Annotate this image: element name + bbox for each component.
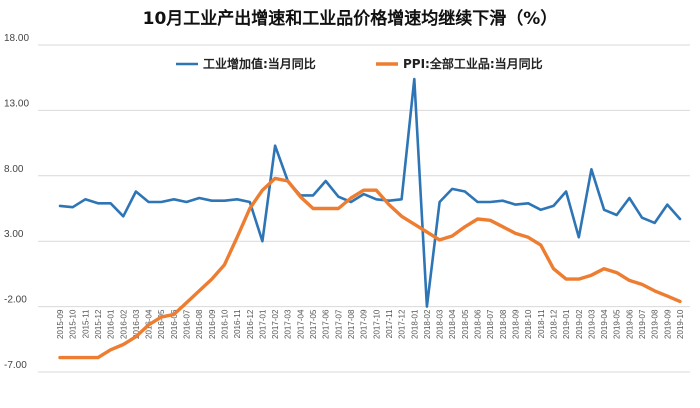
x-tick-label: 2017-11 xyxy=(385,309,394,338)
chart-title: 10月工业产出增速和工业品价格增速均继续下滑（%） xyxy=(143,8,558,29)
x-tick-label: 2016-03 xyxy=(132,309,141,339)
x-tick-label: 2017-02 xyxy=(271,309,280,339)
x-tick-label: 2019-07 xyxy=(638,309,647,339)
x-tick-label: 2016-06 xyxy=(170,309,179,339)
x-tick-label: 2018-01 xyxy=(410,309,419,339)
x-tick-label: 2017-10 xyxy=(372,309,381,339)
x-tick-label: 2019-08 xyxy=(651,309,660,339)
x-tick-label: 2015-10 xyxy=(69,309,78,339)
x-tick-label: 2016-10 xyxy=(220,309,229,339)
x-tick-label: 2016-09 xyxy=(208,309,217,339)
legend-label-1: 工业增加值:当月同比 xyxy=(203,56,316,71)
x-tick-label: 2019-10 xyxy=(676,309,685,339)
x-tick-label: 2018-12 xyxy=(549,309,558,339)
series-lines xyxy=(58,77,682,360)
x-tick-label: 2018-02 xyxy=(423,309,432,339)
x-tick-label: 2015-12 xyxy=(94,309,103,339)
x-tick-label: 2016-05 xyxy=(157,309,166,339)
legend: 工业增加值:当月同比 PPI:全部工业品:当月同比 xyxy=(176,56,543,71)
x-tick-label: 2019-04 xyxy=(600,309,609,339)
y-tick-label: -2.00 xyxy=(4,295,27,306)
x-tick-label: 2016-02 xyxy=(119,309,128,339)
x-tick-label: 2018-05 xyxy=(461,309,470,339)
x-tick-label: 2018-04 xyxy=(448,309,457,339)
x-tick-label: 2018-03 xyxy=(436,309,445,339)
y-tick-label: 8.00 xyxy=(4,164,24,175)
x-tick-label: 2019-05 xyxy=(613,309,622,339)
x-tick-label: 2019-09 xyxy=(663,309,672,339)
legend-label-2: PPI:全部工业品:当月同比 xyxy=(403,56,543,71)
x-tick-label: 2018-07 xyxy=(486,309,495,339)
x-tick-label: 2018-08 xyxy=(499,309,508,339)
x-tick-label: 2016-07 xyxy=(183,309,192,339)
x-tick-label: 2017-05 xyxy=(309,309,318,339)
y-tick-label: 18.00 xyxy=(4,33,29,44)
series-line-2 xyxy=(58,176,682,360)
x-tick-label: 2016-12 xyxy=(246,309,255,339)
x-tick-label: 2017-12 xyxy=(398,309,407,339)
x-tick-label: 2017-07 xyxy=(334,309,343,339)
x-tick-label: 2018-09 xyxy=(512,309,521,339)
x-tick-label: 2019-03 xyxy=(587,309,596,339)
y-tick-label: 13.00 xyxy=(4,98,29,109)
x-axis: 2015-09 2015-10 2015-11 2015-12 2016-01 2016-… xyxy=(56,309,685,339)
x-tick-label: 2016-01 xyxy=(107,309,116,339)
x-tick-label: 2018-10 xyxy=(524,309,533,339)
x-tick-label: 2017-06 xyxy=(322,309,331,339)
gridlines xyxy=(38,44,690,373)
x-tick-label: 2015-09 xyxy=(56,309,65,339)
y-tick-label: -7.00 xyxy=(4,360,27,371)
x-tick-label: 2017-04 xyxy=(296,309,305,339)
series-line-1 xyxy=(58,77,682,308)
x-tick-label: 2017-03 xyxy=(284,309,293,339)
x-tick-label: 2017-09 xyxy=(360,309,369,339)
x-tick-label: 2017-08 xyxy=(347,309,356,339)
x-tick-label: 2019-02 xyxy=(575,309,584,339)
x-tick-label: 2015-11 xyxy=(81,309,90,338)
y-axis: 18.00 13.00 8.00 3.00 -2.00 -7.00 xyxy=(4,33,29,371)
y-tick-label: 3.00 xyxy=(4,229,24,240)
x-tick-label: 2019-01 xyxy=(562,309,571,339)
x-tick-label: 2016-08 xyxy=(195,309,204,339)
x-tick-label: 2016-11 xyxy=(233,309,242,338)
x-tick-label: 2018-06 xyxy=(474,309,483,339)
x-tick-label: 2017-01 xyxy=(258,309,267,339)
x-tick-label: 2018-11 xyxy=(537,309,546,338)
x-tick-label: 2019-06 xyxy=(625,309,634,339)
